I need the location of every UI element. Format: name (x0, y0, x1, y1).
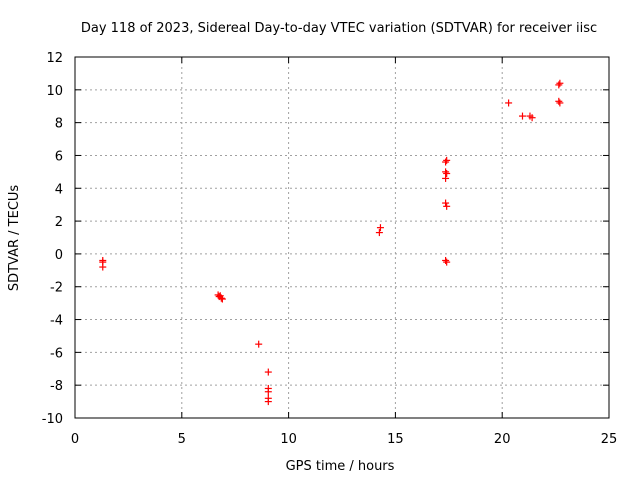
data-point (443, 258, 451, 266)
data-points (99, 79, 564, 406)
data-point (528, 114, 536, 122)
data-point (218, 295, 226, 303)
data-point (264, 368, 272, 376)
axis-ticks: 0 5 10 15 20 25 -10 -8 -6 -4 -2 0 2 4 6 8 10 12 (42, 51, 618, 447)
y-tick-label: -4 (50, 314, 63, 329)
data-point (443, 170, 451, 178)
data-point (555, 97, 563, 105)
y-tick-label: 10 (46, 84, 63, 99)
data-point (505, 99, 513, 107)
grid (75, 57, 609, 418)
data-point (555, 81, 563, 89)
x-tick-label: 20 (494, 432, 511, 447)
data-point (376, 224, 384, 232)
data-point (99, 263, 107, 271)
plot-frame (74, 56, 610, 419)
data-point (442, 174, 450, 182)
y-tick-label: 0 (55, 248, 63, 263)
y-axis-label: SDTVAR / TECUs (7, 185, 22, 292)
x-tick-label: 10 (280, 432, 297, 447)
x-tick-label: 0 (71, 432, 79, 447)
data-point (442, 256, 450, 264)
data-point (442, 168, 450, 176)
data-point (518, 112, 526, 120)
y-tick-label: -2 (50, 281, 63, 296)
x-tick-label: 15 (387, 432, 404, 447)
x-axis-label: GPS time / hours (286, 459, 395, 474)
x-tick-label: 5 (178, 432, 186, 447)
data-point (264, 398, 272, 406)
data-point (556, 99, 564, 107)
x-tick-label: 25 (601, 432, 618, 447)
y-tick-label: 12 (46, 51, 63, 66)
y-tick-label: 4 (55, 182, 63, 197)
y-tick-label: -8 (50, 379, 63, 394)
data-point (442, 199, 450, 207)
data-point (255, 340, 263, 348)
data-point (217, 294, 225, 302)
y-tick-label: 6 (55, 149, 63, 164)
y-tick-label: -6 (50, 346, 63, 361)
chart-title: Day 118 of 2023, Sidereal Day-to-day VTE… (81, 21, 597, 36)
data-point (443, 202, 451, 210)
y-tick-label: 8 (55, 117, 63, 132)
y-tick-label: -10 (42, 412, 63, 427)
data-point (443, 156, 451, 164)
data-point (556, 79, 564, 87)
data-point (375, 229, 383, 237)
y-tick-label: 2 (55, 215, 63, 230)
data-point (442, 158, 450, 166)
data-point (264, 388, 272, 396)
